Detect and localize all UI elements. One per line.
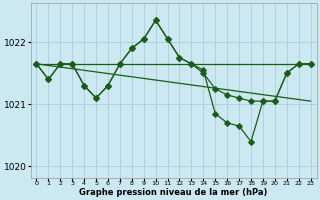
X-axis label: Graphe pression niveau de la mer (hPa): Graphe pression niveau de la mer (hPa) [79,188,268,197]
